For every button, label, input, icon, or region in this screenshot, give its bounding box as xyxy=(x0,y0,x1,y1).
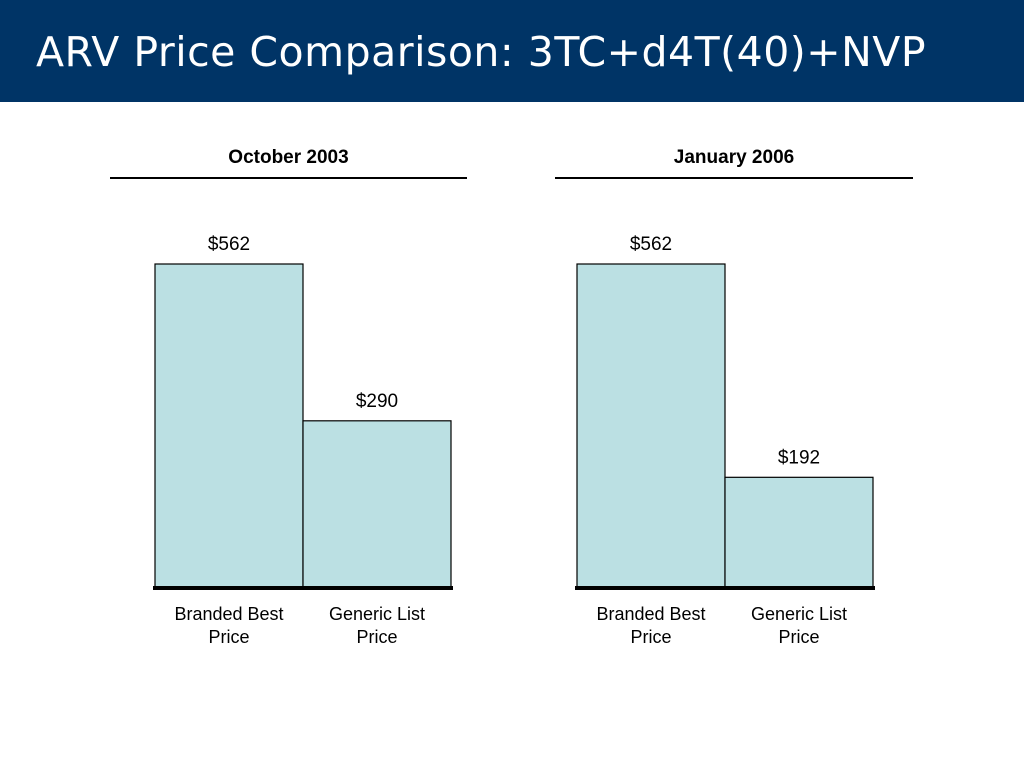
category-label: Price xyxy=(778,627,819,647)
bar xyxy=(302,420,452,589)
bar xyxy=(154,263,304,589)
period-title: January 2006 xyxy=(674,147,794,168)
category-label: Generic List xyxy=(329,604,425,624)
data-label: $192 xyxy=(778,447,820,468)
slide-title: ARV Price Comparison: 3TC+d4T(40)+NVP xyxy=(36,28,927,76)
category-label: Branded Best xyxy=(174,604,283,624)
data-label: $290 xyxy=(356,391,398,412)
title-bar xyxy=(0,0,1024,102)
bar xyxy=(576,263,726,589)
category-label: Generic List xyxy=(751,604,847,624)
category-label: Price xyxy=(630,627,671,647)
category-label: Branded Best xyxy=(596,604,705,624)
data-label: $562 xyxy=(630,234,672,255)
category-label: Price xyxy=(356,627,397,647)
data-label: $562 xyxy=(208,234,250,255)
bar xyxy=(724,476,874,589)
period-title: October 2003 xyxy=(228,147,348,168)
category-label: Price xyxy=(208,627,249,647)
